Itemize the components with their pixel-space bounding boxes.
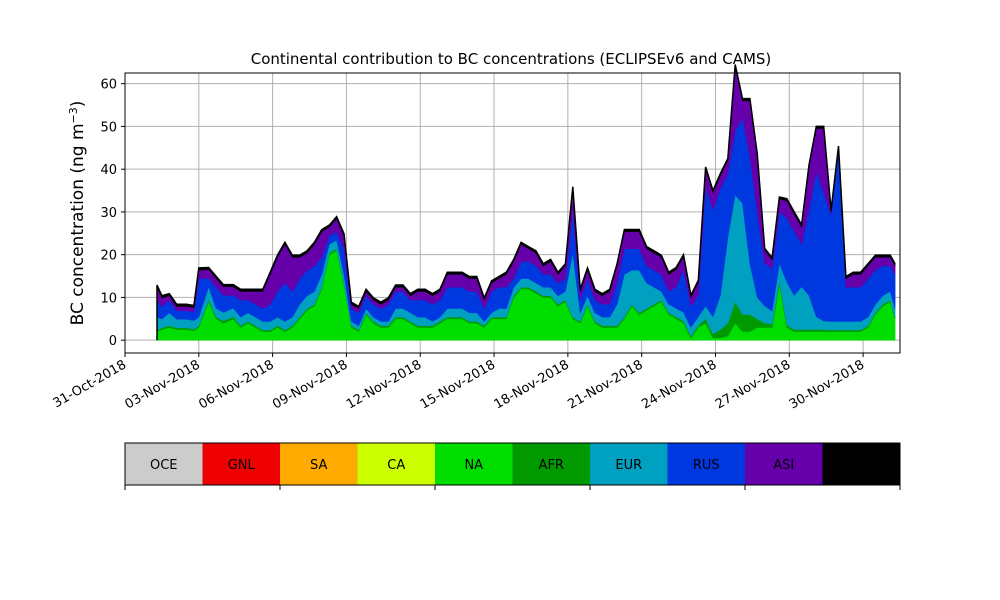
colorbar-swatch-aus (822, 443, 900, 485)
colorbar-swatch-asi (745, 443, 823, 485)
colorbar-label-oce: OCE (150, 458, 178, 473)
y-tick-label: 10 (100, 291, 117, 306)
y-tick-label: 40 (100, 163, 117, 178)
colorbar-label-gnl: GNL (228, 458, 256, 473)
y-tick-label: 50 (100, 120, 117, 135)
colorbar-swatch-ca (357, 443, 435, 485)
plot-frame (124, 72, 901, 354)
colorbar-label-rus: RUS (693, 458, 720, 473)
colorbar-legend: OCE GNL SA CA NA AFR EUR RUS ASI AUS (124, 442, 901, 490)
colorbar-swatch-oce (125, 443, 203, 485)
y-tick-label: 20 (100, 249, 117, 264)
colorbar-label-sa: SA (310, 458, 327, 473)
y-axis: 0 10 20 30 40 50 60 (100, 78, 125, 349)
colorbar-label-na: NA (464, 458, 483, 473)
colorbar-swatch-eur (590, 443, 668, 485)
colorbar-label-aus: AUS (848, 458, 875, 473)
chart-title: Continental contribution to BC concentra… (251, 50, 772, 68)
colorbar-label-asi: ASI (773, 458, 794, 473)
y-tick-label: 0 (109, 334, 117, 349)
stacked-areas (156, 64, 896, 341)
y-tick-label: 60 (100, 78, 117, 93)
total-outline (156, 64, 896, 341)
colorbar-label-eur: EUR (615, 458, 642, 473)
colorbar-swatch-sa (280, 443, 358, 485)
y-axis-label: BC concentration (ng m−3) (67, 101, 89, 326)
colorbar-frame (124, 442, 901, 486)
colorbar-swatch-rus (667, 443, 745, 485)
colorbar-label-ca: CA (387, 458, 405, 473)
colorbar-swatch-gnl (202, 443, 280, 485)
y-tick-label: 30 (100, 206, 117, 221)
colorbar-swatch-na (435, 443, 513, 485)
colorbar-swatch-afr (512, 443, 590, 485)
colorbar-label-afr: AFR (539, 458, 564, 473)
